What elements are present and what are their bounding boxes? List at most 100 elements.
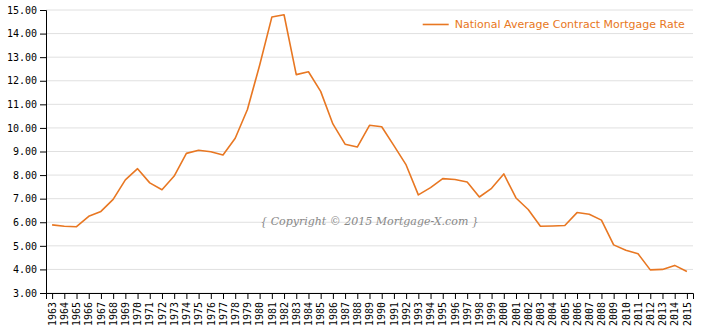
tick-mark: [455, 293, 456, 299]
x-tick: 2001: [511, 293, 522, 326]
x-tick: 2007: [584, 293, 595, 326]
tick-label: 1983: [291, 302, 302, 326]
x-tick: 1990: [376, 293, 387, 326]
grid-line: [46, 127, 693, 128]
x-tick: 2014: [669, 293, 680, 326]
y-tick: 12.00: [7, 75, 46, 86]
tick-label: 14.00: [7, 28, 37, 39]
y-tick: 3.00: [13, 288, 46, 299]
tick-label: 1966: [83, 302, 94, 326]
x-tick: 1978: [230, 293, 241, 326]
tick-mark: [40, 269, 46, 270]
tick-mark: [40, 34, 46, 35]
tick-label: 2001: [511, 302, 522, 326]
tick-label: 1994: [425, 302, 436, 326]
tick-mark: [186, 293, 187, 299]
tick-label: 1972: [157, 302, 168, 326]
x-tick: 2009: [608, 293, 619, 326]
x-tick: 1985: [315, 293, 326, 326]
tick-label: 1975: [193, 302, 204, 326]
y-axis: 3.004.005.006.007.008.009.0010.0011.0012…: [7, 5, 47, 299]
x-tick: 1993: [413, 293, 424, 326]
tick-mark: [394, 293, 395, 299]
tick-mark: [370, 293, 371, 299]
tick-mark: [247, 293, 248, 299]
tick-mark: [504, 293, 505, 299]
tick-label: 1973: [169, 302, 180, 326]
tick-mark: [614, 293, 615, 299]
tick-mark: [162, 293, 163, 299]
tick-mark: [40, 104, 46, 105]
axis-line: [40, 11, 47, 294]
tick-mark: [101, 293, 102, 299]
tick-label: 11.00: [7, 99, 37, 110]
tick-label: 1996: [450, 302, 461, 326]
grid-line: [46, 10, 693, 11]
tick-label: 1989: [364, 302, 375, 326]
y-tick: 14.00: [7, 28, 46, 39]
tick-label: 2012: [645, 302, 656, 326]
grid-line: [46, 104, 693, 105]
tick-label: 1963: [47, 302, 58, 326]
x-tick: 1999: [486, 293, 497, 326]
x-tick: 1987: [340, 293, 351, 326]
tick-label: 12.00: [7, 75, 37, 86]
x-tick: 2015: [682, 293, 693, 326]
tick-label: 5.00: [13, 241, 37, 252]
tick-mark: [40, 175, 46, 176]
tick-label: 1964: [59, 302, 70, 326]
axis-line: [47, 294, 694, 300]
tick-mark: [345, 293, 346, 299]
tick-mark: [650, 293, 651, 299]
tick-label: 1967: [96, 302, 107, 326]
x-tick: 2005: [560, 293, 571, 326]
x-tick: 1968: [108, 293, 119, 326]
tick-label: 1986: [328, 302, 339, 326]
tick-label: 1980: [254, 302, 265, 326]
tick-mark: [296, 293, 297, 299]
tick-label: 1965: [71, 302, 82, 326]
grid-line: [46, 269, 693, 270]
plot: 1963196419651966196719681969197019711972…: [7, 5, 694, 326]
tick-label: 1968: [108, 302, 119, 326]
grid-line: [46, 245, 693, 246]
x-tick: 1971: [144, 293, 155, 326]
x-tick: 1973: [169, 293, 180, 326]
y-tick: 10.00: [7, 123, 46, 134]
tick-label: 2004: [547, 302, 558, 326]
x-tick: 1977: [218, 293, 229, 326]
tick-mark: [64, 293, 65, 299]
line: [52, 15, 687, 272]
tick-mark: [565, 293, 566, 299]
grid-line: [46, 80, 693, 81]
x-tick: 2012: [645, 293, 656, 326]
tick-mark: [687, 293, 688, 299]
tick-mark: [125, 293, 126, 299]
tick-mark: [260, 293, 261, 299]
tick-mark: [321, 293, 322, 299]
tick-mark: [40, 293, 46, 294]
x-tick: 1969: [120, 293, 131, 326]
grid-line: [46, 151, 693, 152]
tick-mark: [40, 128, 46, 129]
tick-label: 13.00: [7, 52, 37, 63]
tick-mark: [40, 246, 46, 247]
tick-mark: [540, 293, 541, 299]
tick-label: 7.00: [13, 193, 37, 204]
tick-mark: [40, 199, 46, 200]
tick-mark: [516, 293, 517, 299]
x-tick: 1972: [157, 293, 168, 326]
x-tick: 1998: [474, 293, 485, 326]
x-axis: 1963196419651966196719681969197019711972…: [47, 293, 694, 326]
x-tick: 1997: [462, 293, 473, 326]
x-tick: 1986: [328, 293, 339, 326]
x-tick: 1995: [437, 293, 448, 326]
x-tick: 1965: [71, 293, 82, 326]
y-tick: 4.00: [13, 264, 46, 275]
y-tick: 11.00: [7, 99, 46, 110]
y-tick: 15.00: [7, 5, 46, 16]
tick-label: 2007: [584, 302, 595, 326]
y-tick: 8.00: [13, 170, 46, 181]
tick-mark: [235, 293, 236, 299]
x-tick: 2002: [523, 293, 534, 326]
